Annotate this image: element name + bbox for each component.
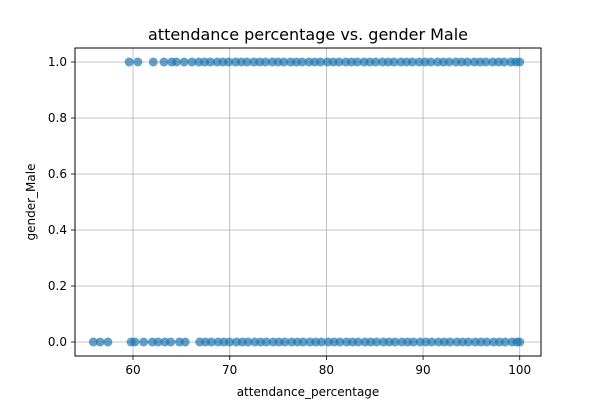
scatter-point [179,57,189,67]
scatter-point [206,337,216,347]
scatter-point [172,57,182,67]
scatter-point [463,337,473,347]
scatter-point [515,337,525,347]
y-tick-label: 1.0 [48,55,67,69]
scatter-point [407,57,417,67]
x-tick-label: 90 [415,363,430,377]
chart-title: attendance percentage vs. gender Male [148,25,468,44]
scatter-point [298,337,308,347]
x-axis-label: attendance_percentage [237,385,380,399]
scatter-point [187,57,197,67]
scatter-point [279,57,289,67]
scatter-point [153,337,163,347]
scatter-point [88,337,98,347]
scatter-point [515,57,525,67]
scatter-point [280,337,290,347]
scatter-point [243,337,253,347]
y-axis-ticks: 0.0 0.2 0.4 0.6 0.8 1.0 [48,55,75,349]
scatter-point [261,337,271,347]
scatter-point [130,337,140,347]
scatter-point [353,337,363,347]
scatter-point [124,57,134,67]
scatter-point [444,57,454,67]
scatter-point [334,57,344,67]
scatter-point [166,337,176,347]
scatter-point [463,57,473,67]
scatter-point [335,337,345,347]
scatter-point [180,337,190,347]
scatter-point [260,57,270,67]
scatter-point [481,57,491,67]
x-axis-ticks: 60 70 80 90 100 [125,356,531,377]
scatter-point [242,57,252,67]
x-tick-label: 80 [319,363,334,377]
scatter-point [482,337,492,347]
y-tick-label: 0.0 [48,335,67,349]
scatter-point [95,337,105,347]
scatter-point [224,57,234,67]
y-tick-label: 0.2 [48,279,67,293]
scatter-point [389,57,399,67]
scatter-point [103,337,113,347]
scatter-point [316,57,326,67]
scatter-point [427,337,437,347]
data-points [88,57,525,347]
scatter-point [500,337,510,347]
y-axis-label: gender_Male [24,164,38,241]
scatter-point [159,57,169,67]
scatter-point [225,337,235,347]
scatter-point [205,57,215,67]
y-tick-label: 0.6 [48,167,67,181]
y-tick-label: 0.4 [48,223,67,237]
plot-frame [74,47,542,357]
scatter-point [371,57,381,67]
scatter-point [352,57,362,67]
scatter-point [445,337,455,347]
scatter-point [390,337,400,347]
scatter-point [372,337,382,347]
scatter-point [408,337,418,347]
x-tick-label: 100 [508,363,531,377]
scatter-point [426,57,436,67]
x-tick-label: 70 [222,363,237,377]
scatter-point [139,337,149,347]
scatter-point [499,57,509,67]
scatter-point [148,57,158,67]
y-tick-label: 0.8 [48,111,67,125]
scatter-point [297,57,307,67]
scatter-point [317,337,327,347]
scatter-point [133,57,143,67]
x-tick-label: 60 [125,363,140,377]
